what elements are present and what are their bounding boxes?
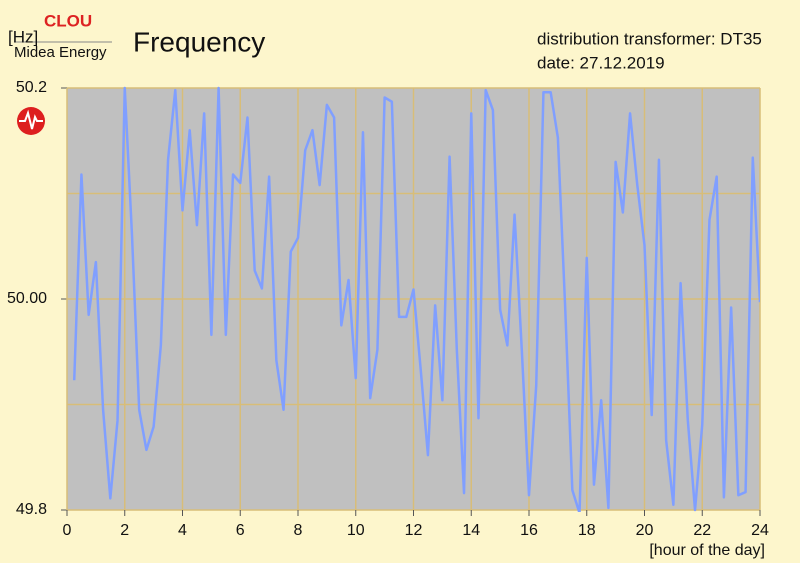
x-tick-label: 0 xyxy=(63,522,72,539)
line-series xyxy=(72,86,760,512)
subtitle: distribution transformer: DT35 xyxy=(537,29,762,48)
logo: CLOU xyxy=(44,11,92,30)
x-tick-label: 10 xyxy=(347,522,365,539)
y-tick-label: 50.2 xyxy=(16,79,47,96)
x-tick-label: 8 xyxy=(294,522,303,539)
pulse-icon xyxy=(17,107,45,135)
company: Midea Energy xyxy=(14,44,107,61)
y-axis-unit: [Hz] xyxy=(8,27,38,46)
chart-title: Frequency xyxy=(133,26,265,57)
x-tick-label: 24 xyxy=(751,522,769,539)
x-axis-label: [hour of the day] xyxy=(649,542,765,559)
subtitle: date: 27.12.2019 xyxy=(537,53,665,72)
x-tick-label: 12 xyxy=(405,522,423,539)
y-tick-label: 49.8 xyxy=(16,501,47,518)
x-tick-label: 16 xyxy=(520,522,538,539)
x-tick-label: 6 xyxy=(236,522,245,539)
x-tick-label: 18 xyxy=(578,522,596,539)
x-tick-label: 20 xyxy=(636,522,654,539)
x-tick-label: 4 xyxy=(178,522,187,539)
x-tick-label: 2 xyxy=(120,522,129,539)
y-tick-label: 50.00 xyxy=(7,290,47,307)
x-tick-label: 22 xyxy=(693,522,711,539)
x-tick-label: 14 xyxy=(462,522,480,539)
